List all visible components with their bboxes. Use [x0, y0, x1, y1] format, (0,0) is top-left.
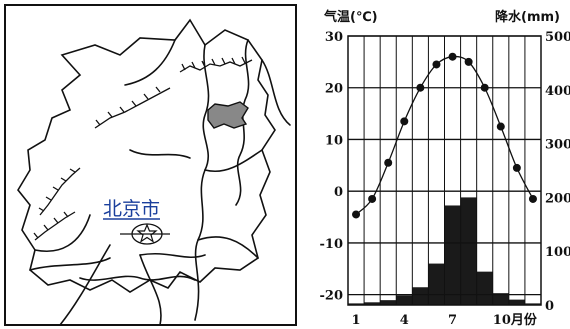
temp-tick-label: -20	[320, 289, 344, 304]
temp-point-3	[384, 158, 393, 167]
precip-bar-9	[476, 271, 493, 305]
temp-tick-label: 0	[334, 185, 343, 200]
precip-bar-7	[444, 205, 461, 305]
precip-bar-11	[508, 299, 525, 305]
temp-point-10	[496, 122, 505, 131]
miyun-reservoir	[207, 101, 249, 129]
left-axis-title: 气温(℃)	[324, 9, 378, 25]
temp-tick-label: -10	[320, 237, 344, 252]
precip-tick-label: 100	[545, 245, 570, 260]
month-tick-label: 10月份	[493, 312, 538, 328]
municipal-boundary	[17, 18, 276, 293]
city-label: 北京市	[103, 198, 160, 220]
precip-tick-label: 400	[545, 84, 570, 99]
precip-bar-1	[348, 303, 365, 305]
precip-tick-label: 500	[545, 30, 570, 45]
climate-chart: 气温(℃) 降水(mm) 3020100-10-2050040030020010…	[320, 9, 570, 328]
temp-point-4	[400, 117, 409, 126]
precip-bar-3	[380, 300, 397, 305]
map-frame	[4, 4, 297, 326]
month-tick-label: 4	[400, 313, 409, 328]
temp-tick-label: 20	[325, 82, 343, 97]
temp-point-6	[432, 60, 441, 69]
temp-point-12	[528, 194, 537, 203]
temp-point-2	[368, 194, 377, 203]
month-tick-label: 7	[448, 313, 457, 328]
temp-point-1	[352, 210, 361, 219]
precip-bar-8	[460, 197, 477, 305]
capital-star-icon	[136, 223, 158, 243]
great-wall	[33, 56, 253, 241]
temp-point-11	[512, 163, 521, 172]
precip-bar-2	[364, 302, 381, 305]
plot-frame	[347, 35, 542, 306]
precip-bar-10	[492, 293, 509, 305]
temp-point-5	[416, 83, 425, 92]
temp-point-8	[464, 57, 473, 66]
temp-point-9	[480, 83, 489, 92]
temp-tick-label: 30	[325, 30, 343, 45]
month-tick-label: 1	[352, 313, 361, 328]
temp-tick-label: 10	[325, 133, 343, 148]
temp-point-7	[448, 52, 457, 61]
beijing-map: 北京市	[4, 4, 297, 326]
precip-bar-4	[396, 295, 413, 305]
precip-tick-label: 0	[545, 299, 554, 314]
precip-tick-label: 300	[545, 138, 570, 153]
rivers	[29, 39, 291, 326]
precip-bar-6	[428, 263, 445, 305]
precip-bar-5	[412, 287, 429, 305]
precip-tick-label: 200	[545, 191, 570, 206]
right-axis-title: 降水(mm)	[495, 9, 560, 25]
precip-bar-12	[524, 303, 541, 305]
